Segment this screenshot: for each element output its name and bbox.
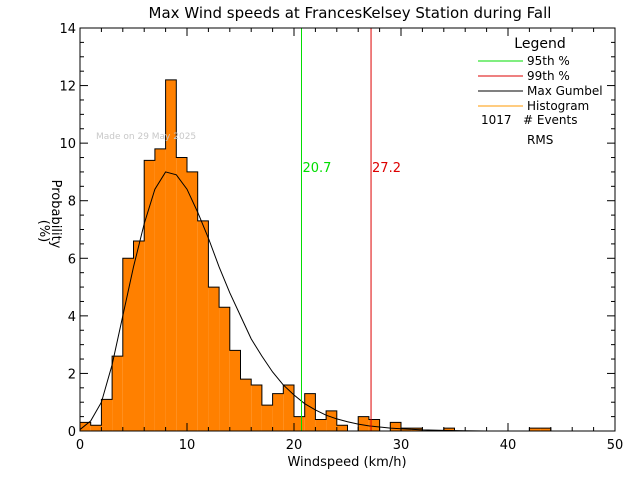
histogram-bar — [154, 148, 166, 431]
y-tick-label: 4 — [68, 310, 76, 325]
histogram-bar — [122, 258, 134, 431]
x-tick-label: 20 — [286, 438, 303, 453]
y-tick-label: 2 — [68, 367, 76, 382]
histogram-bar — [443, 428, 455, 431]
x-tick-label: 40 — [500, 438, 517, 453]
histogram-bar — [133, 241, 145, 431]
histogram-bar — [315, 419, 327, 431]
histogram-bar — [390, 422, 401, 431]
histogram-bar — [272, 393, 284, 431]
y-axis-ticks: 0 2 4 6 8 10 12 14 — [59, 22, 615, 440]
histogram-bar — [240, 379, 252, 431]
x-tick-label: 30 — [393, 438, 410, 453]
legend-rms-label: RMS — [527, 133, 553, 147]
percentile-95-value: 20.7 — [302, 161, 331, 176]
legend-label-gumbel: Max Gumbel — [527, 84, 603, 98]
histogram-bar — [208, 287, 220, 431]
legend-title: Legend — [514, 36, 565, 52]
histogram-bar — [187, 171, 198, 431]
y-tick-label: 0 — [68, 425, 76, 440]
x-tick-label: 50 — [607, 438, 624, 453]
histogram-bar — [401, 428, 412, 431]
legend-events-count: 1017 — [481, 113, 512, 127]
watermark: Made on 29 May 2025 — [96, 132, 196, 142]
histogram-bar — [358, 416, 369, 431]
histogram-bar — [229, 350, 241, 431]
histogram-bar — [529, 428, 541, 431]
histogram-bar — [90, 425, 102, 431]
histogram-bar — [294, 416, 305, 431]
legend-label-95: 95th % — [527, 54, 570, 68]
histogram-bar — [368, 419, 380, 431]
legend-label-99: 99th % — [527, 69, 570, 83]
histogram-bar — [176, 157, 187, 432]
histogram-bar — [540, 428, 551, 431]
histogram-bar — [144, 160, 155, 431]
histogram-bar — [326, 410, 337, 431]
legend-label-histogram: Histogram — [527, 99, 589, 113]
x-axis-label: Windspeed (km/h) — [287, 455, 406, 470]
y-tick-label: 8 — [68, 195, 76, 210]
x-tick-label: 0 — [76, 438, 84, 453]
gumbel-curve — [79, 171, 487, 432]
x-axis-ticks: 0 10 20 30 40 50 — [76, 28, 623, 453]
y-tick-label: 12 — [59, 80, 76, 95]
y-tick-label: 6 — [68, 252, 76, 267]
histogram-bar — [112, 356, 123, 431]
histogram-bar — [261, 405, 273, 431]
legend-events-label: # Events — [523, 113, 578, 127]
chart-title: Max Wind speeds at FrancesKelsey Station… — [149, 4, 552, 22]
y-tick-label: 14 — [59, 22, 76, 37]
histogram-bar — [336, 425, 348, 431]
histogram-bars — [80, 79, 551, 432]
y-axis-label-bottom: (%) — [36, 220, 51, 243]
histogram-bar — [165, 79, 177, 432]
y-axis-label-top: Probability — [48, 180, 63, 249]
histogram-bar — [101, 399, 113, 431]
histogram-bar — [219, 307, 230, 431]
y-tick-label: 10 — [59, 137, 76, 152]
histogram-bar — [304, 393, 316, 431]
histogram-bar — [251, 384, 262, 431]
histogram-bar — [80, 422, 91, 431]
histogram-bar — [197, 220, 209, 431]
histogram-bar — [283, 384, 294, 431]
legend: Legend 95th % 99th % Max Gumbel Histogra… — [478, 36, 603, 147]
percentile-99-value: 27.2 — [372, 161, 401, 176]
x-tick-label: 10 — [179, 438, 196, 453]
